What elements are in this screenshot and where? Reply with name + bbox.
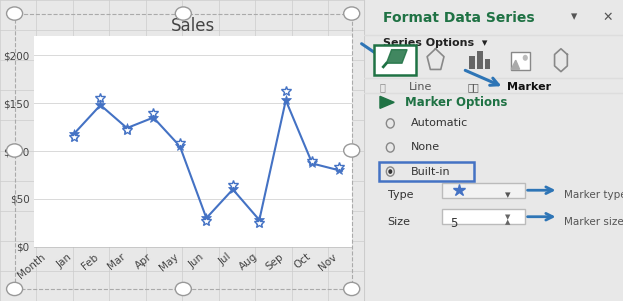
Circle shape	[7, 144, 22, 157]
Bar	[477, 51, 483, 69]
Text: Series Options  ▾: Series Options ▾	[383, 38, 487, 48]
Text: Type: Type	[388, 190, 413, 200]
Text: 〜〜: 〜〜	[468, 82, 480, 92]
Text: Marker: Marker	[506, 82, 551, 92]
Text: None: None	[411, 142, 440, 153]
Circle shape	[344, 7, 359, 20]
Text: Line: Line	[409, 82, 432, 92]
Text: Marker type: Marker type	[564, 190, 623, 200]
Text: Built-in: Built-in	[411, 166, 450, 177]
Circle shape	[523, 55, 528, 61]
Circle shape	[175, 282, 191, 296]
Text: 5: 5	[450, 217, 457, 230]
Text: ✕: ✕	[602, 11, 613, 23]
Text: ▲: ▲	[505, 219, 511, 225]
Text: Marker size: Marker size	[564, 217, 623, 227]
Text: Format Data Series: Format Data Series	[383, 11, 534, 25]
Circle shape	[7, 7, 22, 20]
FancyBboxPatch shape	[374, 45, 416, 75]
Circle shape	[388, 169, 392, 174]
Text: Size: Size	[388, 217, 411, 227]
Text: Marker Options: Marker Options	[404, 96, 507, 109]
Circle shape	[7, 282, 22, 296]
Bar	[469, 56, 475, 69]
Bar	[485, 59, 490, 69]
Text: ▾: ▾	[505, 190, 511, 200]
Bar	[379, 162, 474, 181]
Bar	[510, 52, 530, 70]
Text: 〜: 〜	[380, 82, 386, 92]
Circle shape	[175, 7, 191, 20]
Bar	[442, 183, 525, 198]
Polygon shape	[386, 50, 407, 63]
Text: ▾: ▾	[571, 11, 578, 23]
Circle shape	[344, 282, 359, 296]
Title: Sales: Sales	[171, 17, 216, 35]
Text: Automatic: Automatic	[411, 118, 468, 129]
Text: ▼: ▼	[505, 214, 511, 220]
Polygon shape	[380, 96, 394, 108]
Polygon shape	[511, 60, 520, 69]
Circle shape	[344, 144, 359, 157]
Bar	[442, 209, 525, 224]
